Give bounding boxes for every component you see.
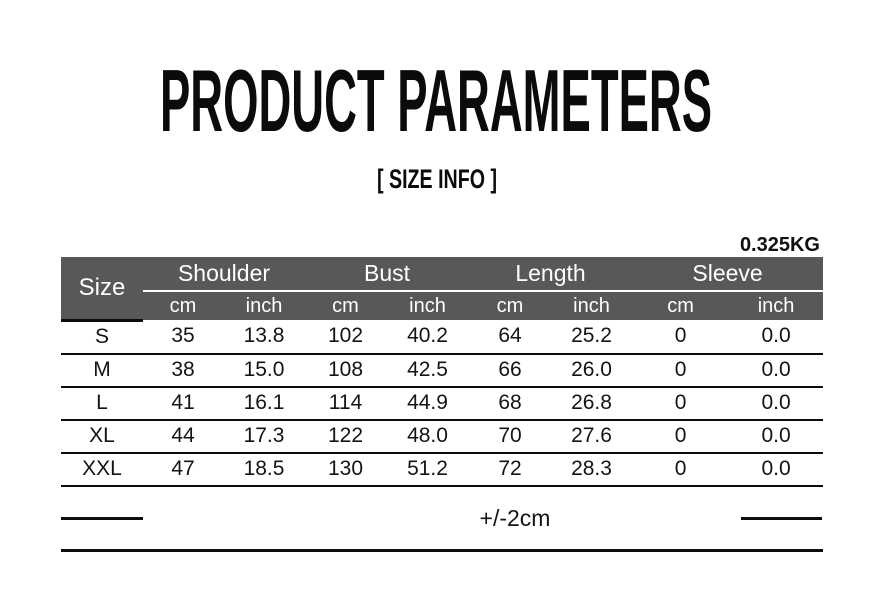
value-cell: 18.5: [223, 452, 306, 487]
value-cell: 41: [143, 386, 223, 421]
unit-header-cell: inch: [223, 291, 306, 320]
value-cell: 44.9: [386, 386, 470, 421]
value-cell: 51.2: [386, 452, 470, 487]
value-cell: 0.0: [729, 386, 824, 421]
value-cell: 0.0: [729, 353, 824, 388]
value-cell: 0: [632, 320, 730, 355]
table-row: M 38 15.0 108 42.5 66 26.0 0 0.0: [61, 353, 824, 388]
header-unit-row: cm inch cm inch cm inch cm inch: [61, 291, 824, 320]
unit-header-cell: cm: [143, 291, 223, 320]
value-cell: 102: [305, 320, 387, 355]
heading-block: PRODUCT PARAMETERS [ SIZE INFO ]: [160, 51, 712, 194]
table-row: S 35 13.8 102 40.2 64 25.2 0 0.0: [61, 320, 824, 355]
size-cell: M: [61, 353, 143, 388]
value-cell: 64: [469, 320, 552, 355]
unit-header-cell: cm: [632, 291, 730, 320]
table-row: XL 44 17.3 122 48.0 70 27.6 0 0.0: [61, 419, 824, 454]
page-subtitle: [ SIZE INFO ]: [377, 164, 497, 194]
unit-header-cell: cm: [469, 291, 552, 320]
value-cell: 48.0: [386, 419, 470, 454]
size-cell: XL: [61, 419, 143, 454]
table-row: L 41 16.1 114 44.9 68 26.8 0 0.0: [61, 386, 824, 421]
group-header-length: Length: [469, 257, 633, 292]
value-cell: 68: [469, 386, 552, 421]
value-cell: 25.2: [551, 320, 633, 355]
value-cell: 35: [143, 320, 223, 355]
value-cell: 13.8: [223, 320, 306, 355]
value-cell: 42.5: [386, 353, 470, 388]
table-row: XXL 47 18.5 130 51.2 72 28.3 0 0.0: [61, 452, 824, 487]
value-cell: 16.1: [223, 386, 306, 421]
value-cell: 26.0: [551, 353, 633, 388]
size-table: Size Shoulder Bust Length Sleeve cm inch…: [61, 257, 824, 487]
value-cell: 72: [469, 452, 552, 487]
value-cell: 66: [469, 353, 552, 388]
weight-label: 0.325KG: [739, 234, 820, 256]
value-cell: 108: [305, 353, 387, 388]
unit-header-cell: inch: [386, 291, 470, 320]
value-cell: 27.6: [551, 419, 633, 454]
value-cell: 0: [632, 419, 730, 454]
value-cell: 26.8: [551, 386, 633, 421]
unit-header-cell: cm: [305, 291, 387, 320]
size-cell: L: [61, 386, 143, 421]
value-cell: 130: [305, 452, 387, 487]
value-cell: 0: [632, 386, 730, 421]
group-header-bust: Bust: [305, 257, 470, 292]
footer-rule-right: [741, 517, 822, 520]
size-header-cell: Size: [61, 257, 143, 322]
value-cell: 15.0: [223, 353, 306, 388]
bottom-rule: [61, 549, 823, 552]
value-cell: 40.2: [386, 320, 470, 355]
group-header-sleeve: Sleeve: [632, 257, 824, 292]
unit-header-cell: inch: [729, 291, 824, 320]
page-title: PRODUCT PARAMETERS: [160, 51, 712, 150]
value-cell: 0.0: [729, 419, 824, 454]
value-cell: 70: [469, 419, 552, 454]
value-cell: 114: [305, 386, 387, 421]
value-cell: 0: [632, 452, 730, 487]
value-cell: 28.3: [551, 452, 633, 487]
value-cell: 44: [143, 419, 223, 454]
value-cell: 47: [143, 452, 223, 487]
value-cell: 0: [632, 353, 730, 388]
value-cell: 0.0: [729, 452, 824, 487]
footer-rule-left: [61, 517, 143, 520]
value-cell: 17.3: [223, 419, 306, 454]
value-cell: 0.0: [729, 320, 824, 355]
size-cell: XXL: [61, 452, 143, 487]
header-group-row: Size Shoulder Bust Length Sleeve: [61, 257, 824, 322]
unit-header-cell: inch: [551, 291, 633, 320]
value-cell: 122: [305, 419, 387, 454]
group-header-shoulder: Shoulder: [143, 257, 306, 292]
tolerance-note: +/-2cm: [479, 505, 551, 531]
value-cell: 38: [143, 353, 223, 388]
size-cell: S: [61, 320, 143, 355]
